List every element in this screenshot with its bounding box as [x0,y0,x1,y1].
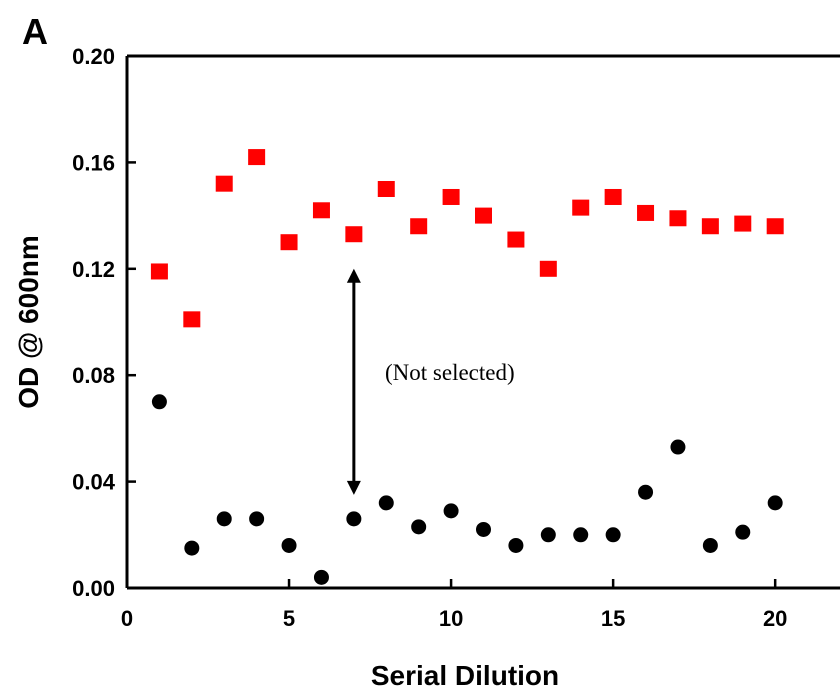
square-point [637,204,655,221]
square-point [345,226,363,243]
circle-point [670,439,686,455]
circle-point [443,503,459,519]
y-tick-label: 0.16 [72,150,115,175]
circle-point [573,527,589,543]
square-point [312,202,330,219]
y-tick-label: 0.08 [72,363,115,388]
y-tick-label: 0.12 [72,257,115,282]
square-point [248,149,266,166]
circle-point [540,527,556,543]
x-tick-label: 20 [763,606,787,631]
square-point [734,215,752,232]
square-point [442,188,460,205]
annotation-arrow [346,268,361,495]
circle-point [184,540,200,556]
square-point [539,260,557,277]
axes [125,54,840,590]
panel-label: A [22,11,48,52]
square-point [410,218,428,235]
circle-point [411,519,427,535]
square-point [604,188,622,205]
square-point [280,234,298,251]
x-tick-label: 10 [439,606,463,631]
square-point [475,207,492,224]
x-tick-label: 15 [601,606,625,631]
annotation-not-selected: (Not selected) [385,360,515,385]
circle-point [249,511,265,527]
y-tick-label: 0.04 [72,470,116,495]
circle-point [151,394,167,410]
circle-point [702,537,718,553]
circle-point [638,484,654,500]
square-point [150,263,168,280]
square-point [183,311,201,328]
circle-point [508,537,524,553]
circle-point [767,495,783,511]
data-marks [150,149,784,585]
circle-point [605,527,621,543]
x-tick-label: 5 [283,606,295,631]
arrow-head-down [346,480,361,495]
arrow-head-up [346,268,361,283]
square-point [669,210,687,227]
x-axis-label: Serial Dilution [371,660,559,691]
axis-ticks: 0.00 0.04 0.08 0.12 0.16 0.20 0 5 10 15 20 [72,44,787,631]
y-axis-label: OD @ 600nm [13,235,44,409]
circle-point [216,511,232,527]
circle-point [313,569,329,585]
circle-point [346,511,362,527]
square-point [215,175,233,192]
square-point [507,231,525,248]
circle-point [476,521,491,537]
square-point [572,199,590,216]
circle-point [378,495,394,511]
x-tick-label: 0 [121,606,133,631]
square-point [377,181,395,197]
square-point [766,218,784,235]
circle-point [735,524,751,540]
circle-point [281,537,297,553]
y-tick-label: 0.20 [72,44,115,69]
square-point [701,218,719,235]
y-tick-label: 0.00 [72,576,115,601]
